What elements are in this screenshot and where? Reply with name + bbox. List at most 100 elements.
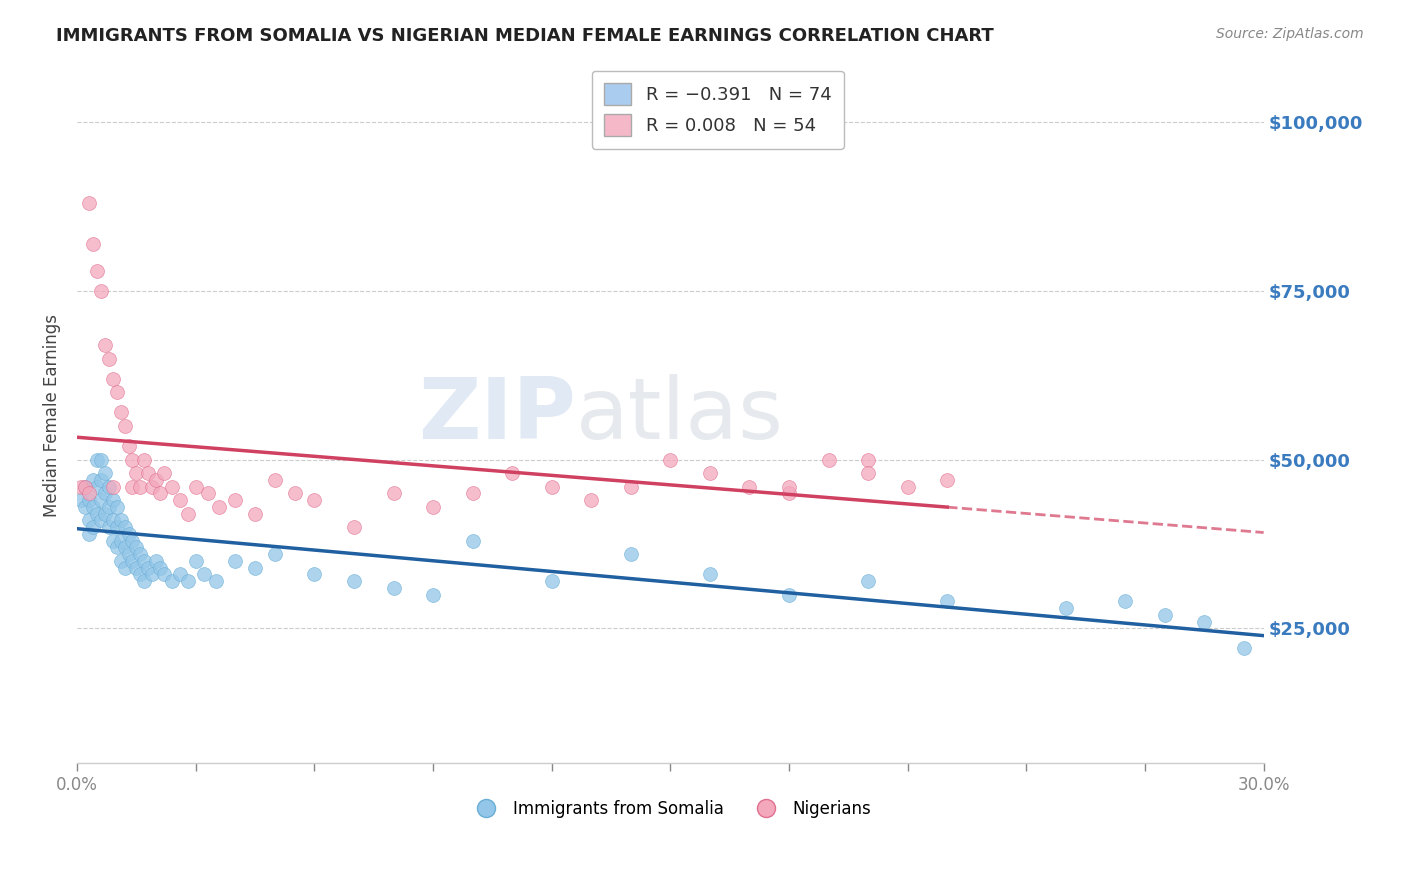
- Point: [110, 554, 132, 568]
- Point: [105, 520, 128, 534]
- Point: [1114, 594, 1136, 608]
- Point: [778, 480, 800, 494]
- Point: [208, 500, 231, 514]
- Point: [1233, 641, 1256, 656]
- Point: [817, 452, 839, 467]
- Point: [184, 480, 207, 494]
- Point: [77, 513, 100, 527]
- Point: [101, 513, 124, 527]
- Point: [422, 500, 444, 514]
- Point: [936, 594, 959, 608]
- Point: [160, 480, 183, 494]
- Point: [304, 493, 326, 508]
- Point: [77, 486, 100, 500]
- Point: [94, 338, 117, 352]
- Point: [97, 500, 120, 514]
- Point: [121, 554, 143, 568]
- Point: [82, 500, 104, 514]
- Point: [343, 520, 366, 534]
- Point: [94, 507, 117, 521]
- Point: [149, 560, 172, 574]
- Point: [110, 533, 132, 548]
- Point: [461, 533, 484, 548]
- Point: [422, 588, 444, 602]
- Point: [73, 480, 96, 494]
- Point: [778, 486, 800, 500]
- Point: [90, 284, 112, 298]
- Point: [263, 547, 285, 561]
- Point: [94, 486, 117, 500]
- Point: [778, 588, 800, 602]
- Point: [243, 507, 266, 521]
- Point: [1194, 615, 1216, 629]
- Point: [90, 473, 112, 487]
- Point: [125, 541, 148, 555]
- Point: [90, 452, 112, 467]
- Point: [105, 541, 128, 555]
- Legend: Immigrants from Somalia, Nigerians: Immigrants from Somalia, Nigerians: [463, 793, 877, 824]
- Point: [110, 513, 132, 527]
- Point: [125, 466, 148, 480]
- Point: [73, 480, 96, 494]
- Point: [936, 473, 959, 487]
- Point: [105, 500, 128, 514]
- Point: [304, 567, 326, 582]
- Point: [129, 547, 152, 561]
- Point: [856, 466, 879, 480]
- Point: [129, 480, 152, 494]
- Point: [284, 486, 307, 500]
- Point: [77, 196, 100, 211]
- Point: [114, 560, 136, 574]
- Point: [134, 452, 156, 467]
- Point: [77, 526, 100, 541]
- Point: [461, 486, 484, 500]
- Point: [177, 507, 200, 521]
- Point: [73, 500, 96, 514]
- Point: [82, 473, 104, 487]
- Point: [197, 486, 219, 500]
- Point: [136, 560, 159, 574]
- Point: [101, 372, 124, 386]
- Point: [110, 405, 132, 419]
- Point: [141, 567, 163, 582]
- Point: [224, 554, 246, 568]
- Point: [243, 560, 266, 574]
- Point: [856, 452, 879, 467]
- Point: [699, 567, 721, 582]
- Text: IMMIGRANTS FROM SOMALIA VS NIGERIAN MEDIAN FEMALE EARNINGS CORRELATION CHART: IMMIGRANTS FROM SOMALIA VS NIGERIAN MEDI…: [56, 27, 994, 45]
- Point: [82, 236, 104, 251]
- Point: [169, 567, 191, 582]
- Point: [177, 574, 200, 588]
- Point: [134, 574, 156, 588]
- Point: [134, 554, 156, 568]
- Point: [105, 385, 128, 400]
- Point: [343, 574, 366, 588]
- Point: [145, 554, 167, 568]
- Point: [117, 439, 139, 453]
- Point: [70, 493, 93, 508]
- Point: [1153, 607, 1175, 622]
- Text: ZIP: ZIP: [418, 375, 575, 458]
- Text: Source: ZipAtlas.com: Source: ZipAtlas.com: [1216, 27, 1364, 41]
- Point: [125, 560, 148, 574]
- Point: [121, 452, 143, 467]
- Point: [540, 480, 562, 494]
- Point: [659, 452, 682, 467]
- Point: [114, 419, 136, 434]
- Point: [184, 554, 207, 568]
- Point: [501, 466, 523, 480]
- Point: [86, 264, 108, 278]
- Point: [101, 493, 124, 508]
- Point: [382, 486, 405, 500]
- Y-axis label: Median Female Earnings: Median Female Earnings: [44, 314, 60, 517]
- Point: [121, 533, 143, 548]
- Point: [94, 466, 117, 480]
- Point: [86, 507, 108, 521]
- Point: [97, 351, 120, 366]
- Point: [263, 473, 285, 487]
- Point: [620, 480, 643, 494]
- Point: [121, 480, 143, 494]
- Point: [620, 547, 643, 561]
- Point: [90, 513, 112, 527]
- Point: [114, 541, 136, 555]
